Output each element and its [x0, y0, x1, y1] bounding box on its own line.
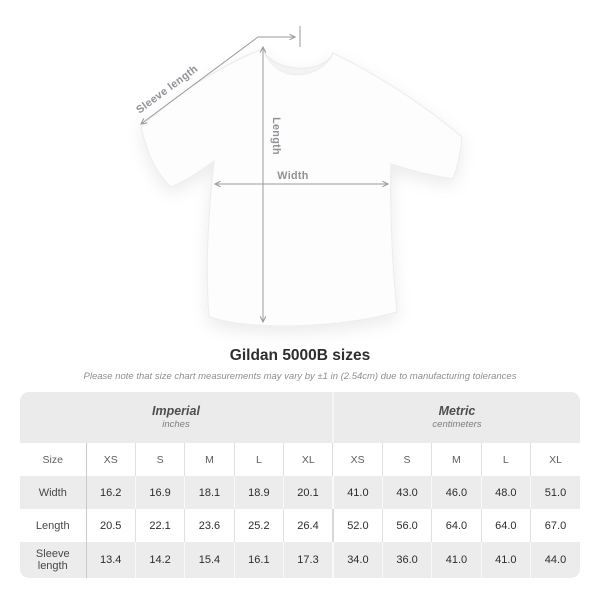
- sleeve-length-arrow: [140, 33, 297, 125]
- value-cell: 16.1: [233, 542, 284, 578]
- value-cell: 17.3: [283, 542, 333, 578]
- value-cell: 15.4: [184, 542, 235, 578]
- value-cell: 22.1: [134, 509, 185, 542]
- size-column-header: Size: [42, 453, 63, 466]
- value-cell: 18.9: [233, 476, 284, 509]
- imperial-size-xl: XL: [283, 443, 333, 476]
- value-cell: 52.0: [331, 509, 383, 542]
- value-cell: 16.9: [134, 476, 185, 509]
- unit-header-row: Imperial inches Metric centimeters: [20, 392, 580, 443]
- imperial-header: Imperial inches: [20, 392, 333, 443]
- value-cell: 44.0: [530, 542, 580, 578]
- tolerance-note: Please note that size chart measurements…: [83, 371, 517, 382]
- value-cell: 18.1: [184, 476, 235, 509]
- row-label: Sleeve length: [35, 548, 70, 572]
- value-cell: 20.5: [85, 509, 136, 542]
- size-table-container: Imperial inches Metric centimeters Size …: [20, 392, 580, 578]
- value-cell: 23.6: [184, 509, 235, 542]
- tshirt-measurement-diagram: Sleeve length Length Width: [134, 26, 463, 327]
- row-label: Width: [38, 486, 67, 499]
- value-cell: 25.2: [233, 509, 284, 542]
- value-cell: 51.0: [530, 476, 580, 509]
- metric-size-s: S: [381, 443, 432, 476]
- metric-header: Metric centimeters: [331, 392, 580, 443]
- page-title: Gildan 5000B sizes: [229, 347, 371, 364]
- size-header-row: Size XS S M L XL XS S M L XL: [20, 443, 580, 476]
- table-row-length: Length 20.5 22.1 23.6 25.2 26.4 52.0 56.…: [20, 509, 580, 542]
- value-cell: 34.0: [331, 542, 383, 578]
- table-row-sleeve-length: Sleeve length 13.4 14.2 15.4 16.1 17.3 3…: [20, 542, 580, 578]
- value-cell: 20.1: [283, 476, 333, 509]
- length-label: Length: [270, 117, 282, 155]
- metric-size-xl: XL: [530, 443, 580, 476]
- imperial-size-s: S: [134, 443, 185, 476]
- metric-header-sub: centimeters: [432, 419, 482, 430]
- metric-header-label: Metric: [438, 404, 476, 418]
- row-label: Length: [35, 519, 70, 532]
- width-label: Width: [277, 170, 308, 182]
- metric-size-l: L: [480, 443, 531, 476]
- value-cell: 48.0: [480, 476, 531, 509]
- value-cell: 46.0: [431, 476, 482, 509]
- value-cell: 14.2: [134, 542, 185, 578]
- measurement-lines: [140, 26, 390, 324]
- metric-size-xs: XS: [332, 443, 383, 476]
- tshirt-outline: [140, 48, 463, 327]
- value-cell: 41.0: [480, 542, 531, 578]
- table-row-width: Width 16.2 16.9 18.1 18.9 20.1 41.0 43.0…: [20, 476, 580, 509]
- value-cell: 41.0: [431, 542, 482, 578]
- value-cell: 64.0: [431, 509, 482, 542]
- value-cell: 67.0: [530, 509, 580, 542]
- metric-size-m: M: [431, 443, 482, 476]
- imperial-size-m: M: [184, 443, 235, 476]
- value-cell: 26.4: [283, 509, 333, 542]
- value-cell: 16.2: [85, 476, 136, 509]
- value-cell: 36.0: [381, 542, 432, 578]
- size-table: Imperial inches Metric centimeters Size …: [20, 392, 580, 578]
- imperial-size-l: L: [233, 443, 284, 476]
- value-cell: 13.4: [85, 542, 136, 578]
- value-cell: 56.0: [381, 509, 432, 542]
- value-cell: 43.0: [381, 476, 432, 509]
- imperial-size-xs: XS: [85, 443, 136, 476]
- value-cell: 41.0: [331, 476, 383, 509]
- value-cell: 64.0: [480, 509, 531, 542]
- imperial-header-sub: inches: [162, 419, 190, 430]
- tshirt-illustration: [140, 48, 463, 327]
- imperial-header-label: Imperial: [152, 404, 200, 418]
